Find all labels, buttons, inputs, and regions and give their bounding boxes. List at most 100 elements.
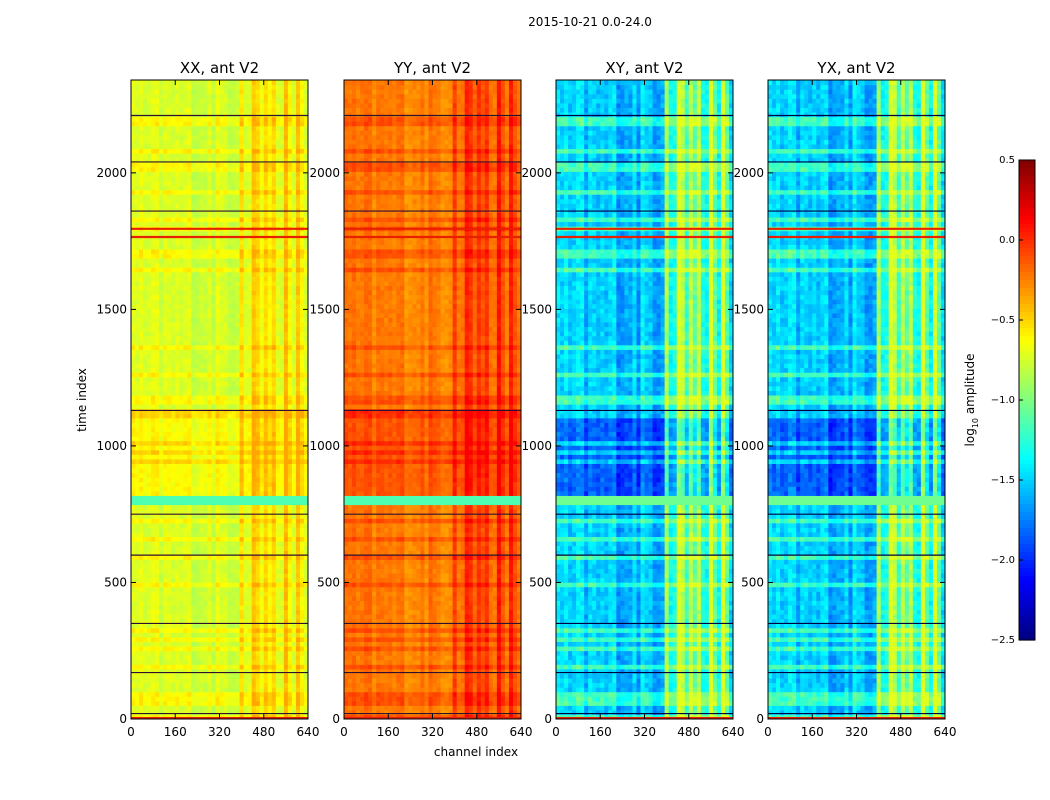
heatmap-cell [279, 545, 285, 551]
heatmap-cell [299, 668, 305, 674]
heatmap-cell [219, 312, 225, 318]
heatmap-cell [175, 577, 180, 583]
heatmap-cell [155, 677, 160, 684]
heatmap-cell [211, 239, 217, 245]
heatmap-cell [271, 591, 277, 597]
heatmap-cell [215, 600, 221, 606]
heatmap-cell [211, 486, 217, 492]
heatmap-cell [255, 340, 261, 346]
heatmap-cell [303, 394, 308, 401]
heatmap-cell [231, 440, 237, 446]
heatmap-cell [151, 623, 156, 629]
heatmap-cell [155, 645, 160, 652]
heatmap-cell [139, 390, 144, 396]
heatmap-cell [215, 682, 221, 688]
heatmap-cell [171, 604, 176, 611]
heatmap-cell [259, 645, 265, 652]
heatmap-cell [215, 572, 221, 579]
heatmap-cell [235, 700, 241, 706]
heatmap-cell [271, 696, 277, 702]
heatmap-cell [175, 413, 180, 419]
heatmap-cell [219, 308, 225, 314]
heatmap-cell [271, 572, 277, 579]
heatmap-cell [259, 358, 265, 364]
heatmap-cell [239, 280, 245, 286]
heatmap-cell [231, 321, 237, 328]
heatmap-cell [163, 285, 168, 291]
heatmap-cell [259, 344, 265, 350]
heatmap-cell [231, 682, 237, 688]
heatmap-cell [279, 499, 285, 506]
heatmap-cell [175, 709, 180, 716]
heatmap-cell [215, 276, 221, 282]
heatmap-cell [139, 203, 144, 209]
heatmap-cell [215, 262, 221, 268]
heatmap-cell [135, 486, 140, 492]
heatmap-cell [139, 317, 144, 323]
heatmap-cell [199, 404, 205, 410]
heatmap-cell [251, 458, 257, 464]
heatmap-cell [187, 641, 192, 647]
heatmap-cell [259, 673, 265, 679]
heatmap-cell [195, 568, 200, 574]
heatmap-cell [299, 381, 305, 387]
heatmap-cell [279, 445, 285, 451]
heatmap-cell [287, 454, 293, 460]
heatmap-cell [271, 513, 277, 519]
heatmap-cell [199, 454, 205, 460]
heatmap-cell [295, 659, 301, 665]
heatmap-cell [195, 559, 200, 565]
heatmap-cell [151, 340, 156, 346]
heatmap-cell [287, 280, 293, 286]
heatmap-cell [279, 285, 285, 291]
heatmap-cell [159, 289, 164, 296]
heatmap-cell [191, 230, 196, 236]
heatmap-cell [295, 636, 301, 642]
heatmap-cell [159, 248, 164, 255]
heatmap-cell [267, 595, 273, 601]
heatmap-cell [147, 353, 152, 360]
heatmap-cell [267, 340, 273, 346]
heatmap-cell [187, 216, 192, 223]
heatmap-cell [131, 367, 136, 373]
heatmap-cell [251, 513, 257, 519]
heatmap-cell [299, 303, 305, 309]
heatmap-cell [251, 344, 257, 350]
heatmap-cell [183, 696, 188, 702]
heatmap-cell [207, 513, 213, 519]
heatmap-cell [207, 244, 213, 250]
heatmap-cell [191, 212, 196, 218]
heatmap-cell [295, 436, 301, 442]
heatmap-cell [231, 540, 237, 547]
heatmap-cell [139, 636, 144, 642]
heatmap-cell [179, 299, 184, 305]
heatmap-cell [207, 504, 213, 510]
heatmap-cell [143, 509, 148, 515]
heatmap-cell [195, 600, 200, 606]
heatmap-cell [183, 244, 188, 250]
heatmap-cell [187, 572, 192, 579]
heatmap-cell [167, 691, 172, 697]
heatmap-cell [299, 645, 305, 652]
heatmap-panels: XX, ant V20 160 320 480 6400500100015002000Y… [96, 59, 956, 739]
heatmap-cell [235, 659, 241, 665]
heatmap-cell [283, 376, 289, 382]
heatmap-cell [191, 467, 196, 474]
heatmap-cell [227, 490, 233, 496]
heatmap-cell [299, 563, 305, 569]
heatmap-cell [147, 203, 152, 209]
heatmap-cell [279, 554, 285, 560]
heatmap-cell [267, 495, 273, 501]
heatmap-cell [215, 381, 221, 387]
heatmap-cell [199, 271, 205, 277]
heatmap-cell [195, 326, 200, 332]
heatmap-cell [207, 591, 213, 597]
heatmap-cell [299, 586, 305, 592]
heatmap-cell [207, 477, 213, 483]
heatmap-cell [219, 531, 225, 538]
heatmap-cell [287, 445, 293, 451]
heatmap-cell [199, 691, 205, 697]
heatmap-cell [187, 381, 192, 387]
heatmap-cell [299, 312, 305, 318]
heatmap-cell [207, 559, 213, 565]
